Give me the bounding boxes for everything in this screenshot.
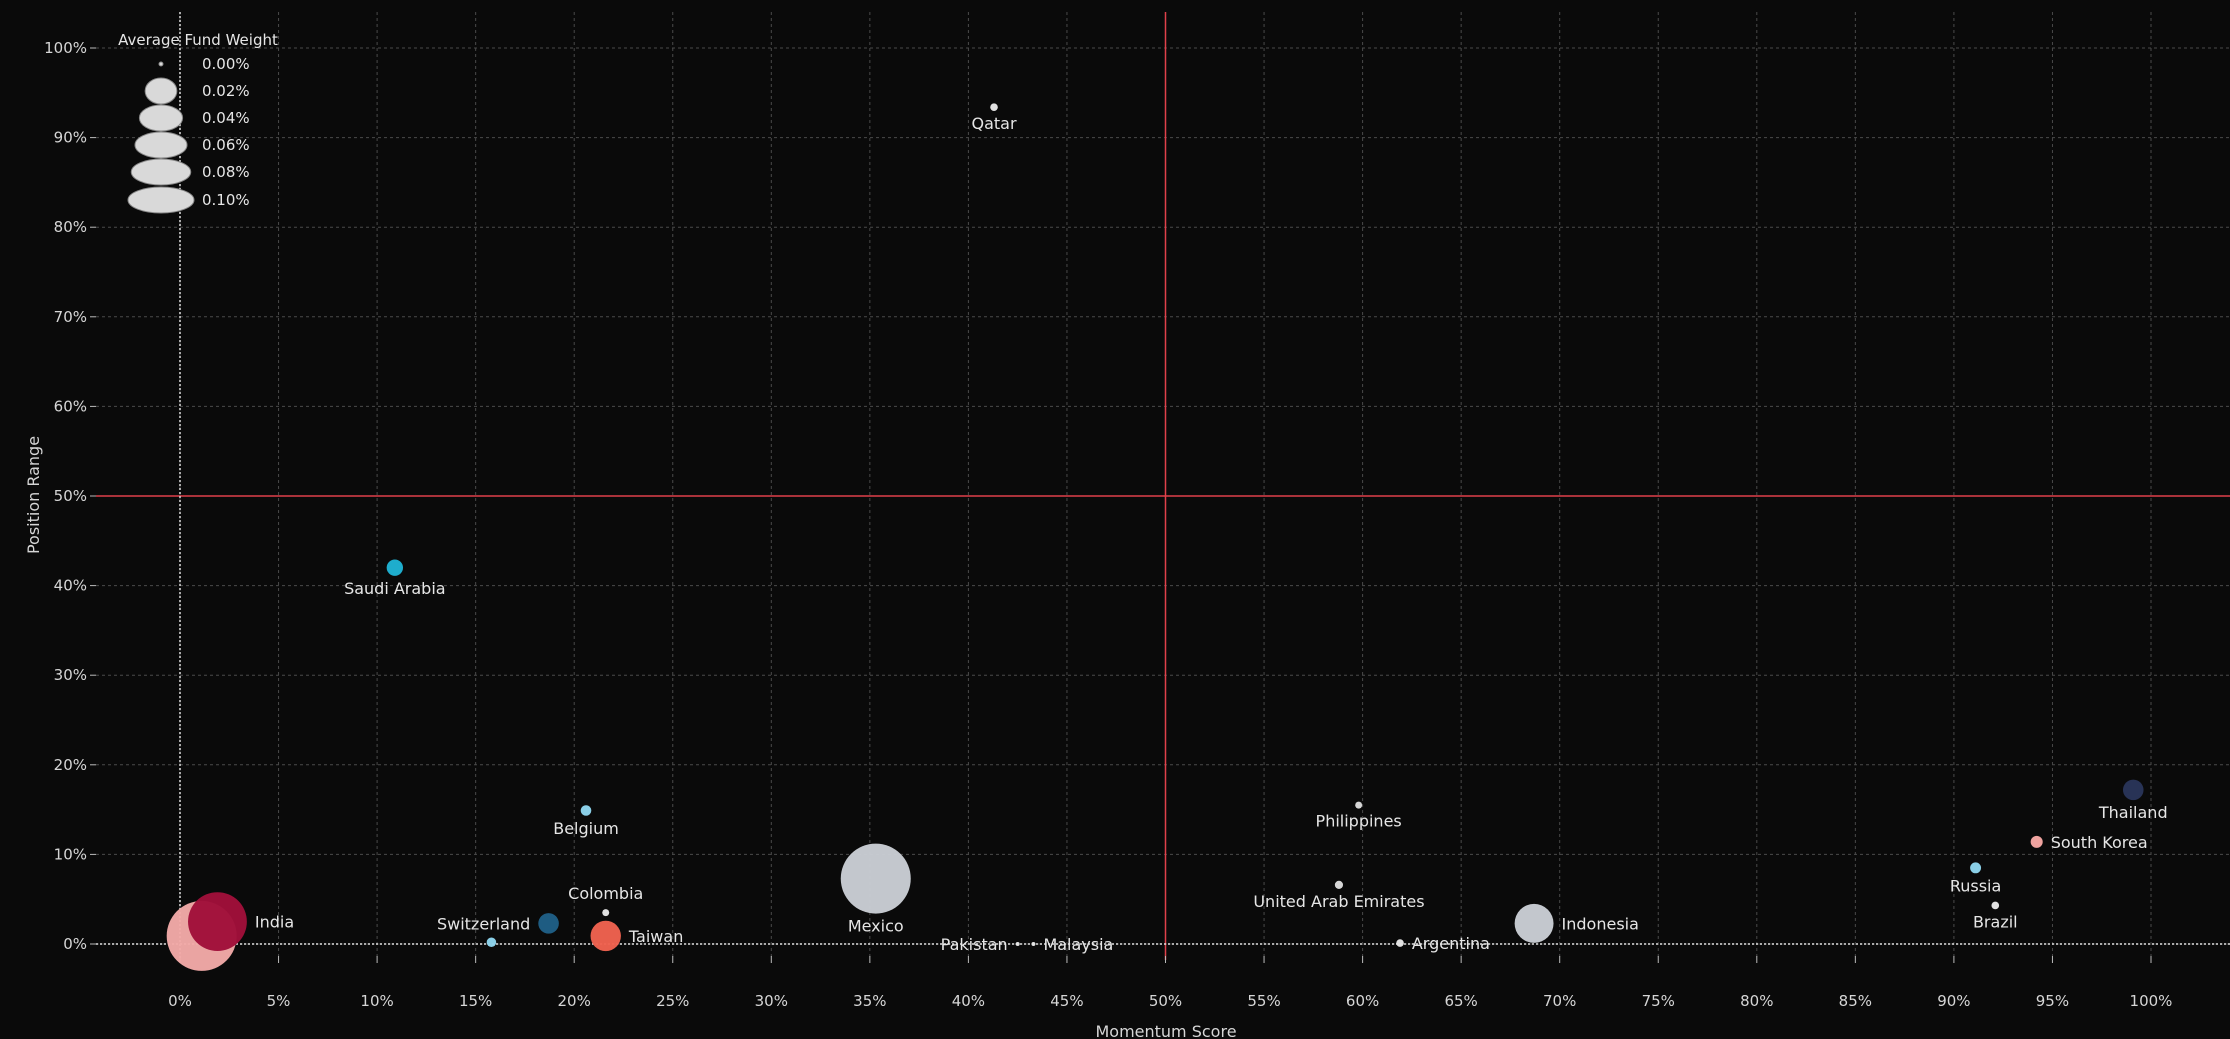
point-label: Thailand [2098, 803, 2168, 822]
legend: Average Fund Weight 0.00% 0.02% 0.04% 0.06% 0… [118, 31, 278, 214]
legend-size-swatch [130, 158, 192, 186]
point-label: Argentina [1412, 934, 1490, 953]
data-point [1991, 901, 2000, 910]
data-point [188, 892, 247, 952]
legend-entry-label: 0.04% [202, 109, 250, 127]
x-tick-label: 100% [2130, 992, 2173, 1010]
y-tick-label: 40% [54, 577, 87, 595]
x-tick-label: 10% [360, 992, 393, 1010]
point-label: Malaysia [1043, 935, 1113, 954]
legend-size-swatch [127, 186, 195, 214]
y-tick-label: 80% [54, 218, 87, 236]
point-label: Belgium [553, 819, 619, 838]
x-axis-title: Momentum Score [1095, 1022, 1236, 1039]
y-axis-title: Position Range [24, 436, 43, 554]
data-point [2030, 835, 2043, 848]
x-tick-label: 15% [459, 992, 492, 1010]
data-points [166, 103, 2144, 971]
data-point [486, 937, 497, 947]
x-tick-label: 30% [755, 992, 788, 1010]
x-tick-label: 50% [1149, 992, 1182, 1010]
x-tick-label: 90% [1937, 992, 1970, 1010]
reference-lines [96, 12, 2230, 960]
data-point [580, 805, 592, 816]
x-tick-label: 60% [1346, 992, 1379, 1010]
data-point [538, 913, 559, 934]
point-label: Qatar [971, 114, 1016, 133]
data-point [1514, 903, 1554, 943]
data-point [1396, 939, 1404, 947]
data-point [1031, 942, 1036, 946]
y-tick-label: 100% [44, 39, 87, 57]
x-tick-label: 40% [952, 992, 985, 1010]
x-tick-label: 20% [558, 992, 591, 1010]
data-point [602, 909, 610, 917]
x-tick-label: 5% [267, 992, 291, 1010]
data-point [990, 103, 998, 111]
x-tick-label: 55% [1247, 992, 1280, 1010]
legend-entry-label: 0.02% [202, 82, 250, 100]
data-point [840, 843, 911, 914]
data-point [590, 920, 621, 952]
point-labels: Qatar Saudi Arabia Belgium Philippines Thail… [255, 114, 2168, 954]
y-tick-label: 10% [54, 845, 87, 863]
y-tick-label: 0% [63, 935, 87, 953]
x-tick-label: 25% [656, 992, 689, 1010]
x-tick-label: 85% [1839, 992, 1872, 1010]
data-point [1334, 880, 1344, 889]
data-point [1355, 801, 1363, 809]
point-label: India [255, 913, 294, 932]
point-label: Colombia [568, 884, 643, 903]
point-label: Brazil [1973, 912, 2018, 931]
legend-size-swatch [138, 104, 184, 132]
x-tick-label: 80% [1740, 992, 1773, 1010]
data-point [1015, 942, 1020, 946]
legend-entry-label: 0.00% [202, 55, 250, 73]
legend-entry-label: 0.10% [202, 191, 250, 209]
y-tick-label: 90% [54, 129, 87, 147]
legend-title: Average Fund Weight [118, 31, 278, 49]
x-tick-label: 65% [1444, 992, 1477, 1010]
legend-entry-label: 0.06% [202, 136, 250, 154]
data-point [2122, 779, 2144, 801]
legend-entry-label: 0.08% [202, 163, 250, 181]
y-tick-label: 20% [54, 756, 87, 774]
point-label: Pakistan [941, 935, 1008, 954]
data-point [386, 559, 404, 576]
data-point [1970, 862, 1982, 874]
x-tick-label: 35% [853, 992, 886, 1010]
legend-size-swatch [144, 77, 178, 105]
point-label: Saudi Arabia [344, 579, 446, 598]
legend-size-swatch [134, 131, 188, 159]
point-label: Russia [1950, 876, 2001, 895]
point-label: South Korea [2051, 833, 2148, 852]
y-tick-label: 70% [54, 308, 87, 326]
point-label: Switzerland [437, 914, 530, 933]
point-label: United Arab Emirates [1253, 892, 1424, 911]
y-tick-label: 30% [54, 666, 87, 684]
point-label: Taiwan [628, 927, 683, 946]
x-tick-label: 45% [1050, 992, 1083, 1010]
x-tick-label: 75% [1642, 992, 1675, 1010]
x-tick-label: 70% [1543, 992, 1576, 1010]
legend-size-swatch [158, 61, 164, 67]
x-tick-label: 95% [2036, 992, 2069, 1010]
point-label: Mexico [848, 917, 904, 936]
point-label: Philippines [1316, 812, 1402, 831]
x-tick-label: 0% [168, 992, 192, 1010]
y-tick-label: 50% [54, 487, 87, 505]
point-label: Indonesia [1562, 914, 1639, 933]
axes: 0% 5% 10% 15% 20% 25% 30% 35% 40% 45% 50% 55% 60% 65%… [44, 12, 2230, 1010]
y-tick-label: 60% [54, 397, 87, 415]
